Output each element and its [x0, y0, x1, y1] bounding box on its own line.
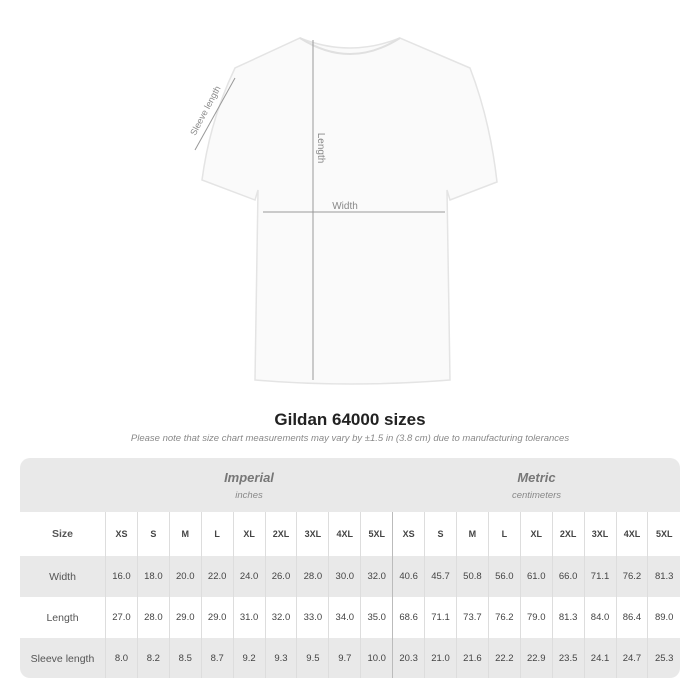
table-cell: 2XL	[551, 512, 585, 556]
row-label: Sleeve length	[30, 652, 95, 665]
table-cell: 27.0	[105, 597, 138, 638]
system-header: Imperial inches Metric centimeters	[20, 458, 680, 512]
metric-header: Metric centimeters	[393, 470, 680, 501]
size-grid: Size XS S M L XL 2XL 3XL 4XL 5XL XS S M L XL 2XL 3XL 4XL 5…	[20, 512, 680, 678]
table-cell: 79.0	[519, 597, 553, 638]
width-label: Width	[332, 201, 358, 212]
table-cell: 32.0	[264, 597, 297, 638]
table-cell: 23.5	[551, 638, 585, 678]
table-cell: 76.2	[615, 556, 648, 597]
table-cell: 45.7	[424, 556, 457, 597]
size-table: Imperial inches Metric centimeters Size X…	[20, 458, 680, 678]
table-cell: 4XL	[328, 512, 361, 556]
table-cell: 33.0	[296, 597, 329, 638]
table-cell: 22.9	[519, 638, 553, 678]
table-cell: 22.2	[487, 638, 521, 678]
table-cell: 3XL	[296, 512, 329, 556]
table-cell: 18.0	[136, 556, 170, 597]
table-cell: 71.1	[583, 556, 616, 597]
table-cell: 66.0	[551, 556, 585, 597]
table-cell: 21.0	[424, 638, 457, 678]
table-cell: 76.2	[487, 597, 521, 638]
row-label: Width	[49, 570, 76, 583]
length-label: Length	[315, 133, 326, 164]
metric-unit: centimeters	[511, 490, 562, 501]
tshirt-diagram: Width Length Sleeve length	[188, 37, 498, 385]
table-cell: 68.6	[392, 597, 425, 638]
table-cell: XL	[232, 512, 266, 556]
table-cell: 20.0	[168, 556, 202, 597]
table-cell: 89.0	[647, 597, 680, 638]
table-cell: 4XL	[615, 512, 648, 556]
sleeve-measure-line	[194, 77, 236, 151]
table-cell: 8.5	[168, 638, 202, 678]
table-cell: 86.4	[615, 597, 648, 638]
table-cell: 25.3	[647, 638, 680, 678]
table-cell: 84.0	[583, 597, 616, 638]
table-row: Width 16.0 18.0 20.0 22.0 24.0 26.0 28.0 30.0 32.…	[20, 556, 680, 597]
table-cell: 61.0	[519, 556, 553, 597]
table-cell: 8.0	[105, 638, 138, 678]
table-cell: 24.0	[232, 556, 266, 597]
table-cell: 21.6	[455, 638, 489, 678]
table-cell: 24.7	[615, 638, 648, 678]
table-cell: 31.0	[232, 597, 266, 638]
table-cell: 35.0	[360, 597, 393, 638]
table-cell: M	[168, 512, 202, 556]
table-cell: S	[424, 512, 457, 556]
table-cell: 81.3	[647, 556, 680, 597]
table-cell: 22.0	[200, 556, 234, 597]
table-row: Length 27.0 28.0 29.0 29.0 31.0 32.0 33.0 34.0 35…	[20, 597, 680, 638]
table-cell: 73.7	[455, 597, 489, 638]
table-cell: 3XL	[583, 512, 616, 556]
chart-title: Gildan 64000 sizes	[274, 410, 426, 429]
table-cell: XL	[519, 512, 553, 556]
table-cell: 9.2	[232, 638, 266, 678]
tshirt-image	[201, 37, 498, 385]
metric-name: Metric	[517, 470, 556, 485]
table-cell: 20.3	[392, 638, 425, 678]
table-cell: 9.7	[328, 638, 361, 678]
table-cell: 81.3	[551, 597, 585, 638]
row-label: Size	[51, 528, 73, 540]
table-cell: 30.0	[328, 556, 361, 597]
table-cell: 9.5	[296, 638, 329, 678]
table-cell: 8.7	[200, 638, 234, 678]
table-cell: 5XL	[360, 512, 393, 556]
table-cell: M	[455, 512, 489, 556]
table-cell: 32.0	[360, 556, 393, 597]
table-cell: L	[487, 512, 521, 556]
table-cell: 28.0	[296, 556, 329, 597]
table-cell: 29.0	[168, 597, 202, 638]
table-row: Sleeve length 8.0 8.2 8.5 8.7 9.2 9.3 9.5 9.7 10.…	[20, 638, 680, 678]
table-cell: 29.0	[200, 597, 234, 638]
table-cell: 8.2	[136, 638, 170, 678]
table-cell: 2XL	[264, 512, 297, 556]
table-cell: XS	[105, 512, 138, 556]
table-cell: 16.0	[105, 556, 138, 597]
table-cell: 34.0	[328, 597, 361, 638]
table-cell: XS	[392, 512, 425, 556]
table-cell: L	[200, 512, 234, 556]
table-cell: 10.0	[360, 638, 393, 678]
size-header-row: Size XS S M L XL 2XL 3XL 4XL 5XL XS S M L XL 2XL 3XL 4XL 5…	[20, 512, 680, 556]
table-cell: 56.0	[487, 556, 521, 597]
table-cell: 9.3	[264, 638, 297, 678]
table-cell: 50.8	[455, 556, 489, 597]
table-cell: S	[136, 512, 170, 556]
imperial-unit: inches	[235, 490, 263, 501]
table-cell: 71.1	[424, 597, 457, 638]
table-cell: 40.6	[392, 556, 425, 597]
tolerance-note: Please note that size chart measurements…	[130, 433, 570, 444]
imperial-header: Imperial inches	[105, 470, 393, 501]
table-cell: 5XL	[647, 512, 680, 556]
table-cell: 28.0	[136, 597, 170, 638]
table-cell: 26.0	[264, 556, 297, 597]
table-cell: 24.1	[583, 638, 616, 678]
row-label: Length	[46, 611, 79, 624]
imperial-name: Imperial	[224, 470, 274, 485]
